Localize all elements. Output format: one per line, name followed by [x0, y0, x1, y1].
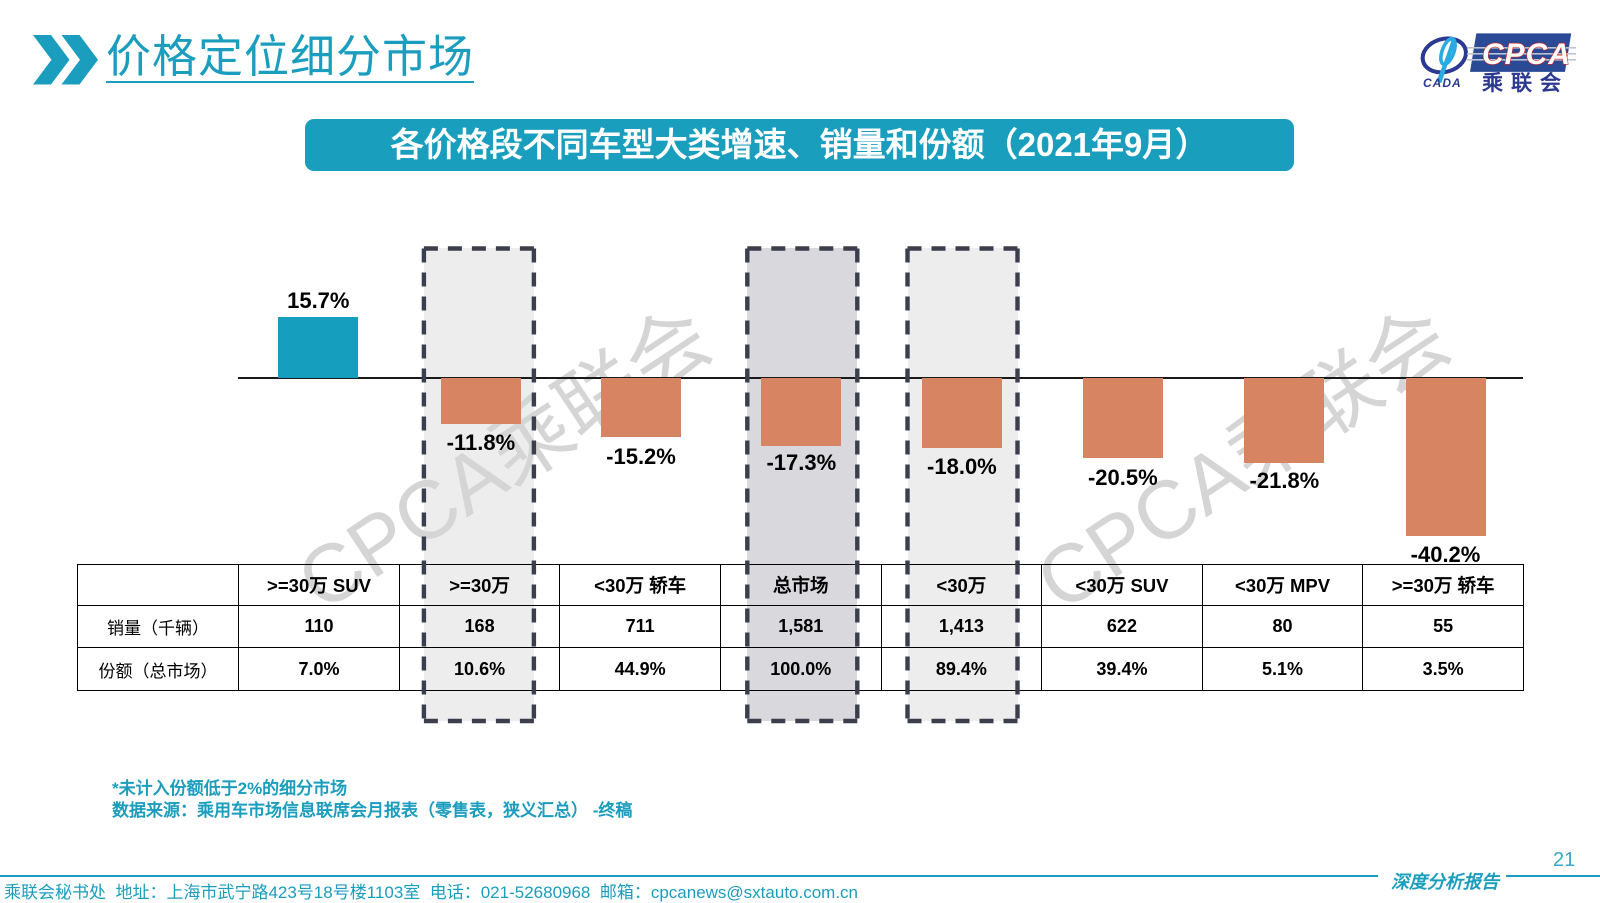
- svg-text:乘联会: 乘联会: [1481, 71, 1569, 95]
- svg-text:CADA: CADA: [1423, 76, 1462, 90]
- svg-text:CPCA: CPCA: [1482, 38, 1571, 71]
